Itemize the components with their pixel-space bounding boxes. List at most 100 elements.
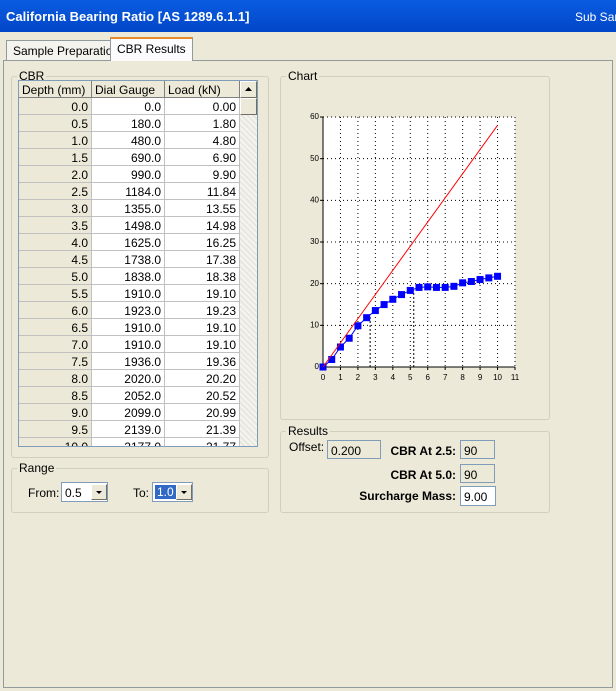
- table-cell[interactable]: 20.99: [165, 404, 240, 421]
- table-cell[interactable]: 7.5: [19, 353, 92, 370]
- to-label: To:: [133, 486, 150, 500]
- table-cell[interactable]: 5.0: [19, 268, 92, 285]
- table-cell[interactable]: 1625.0: [92, 234, 165, 251]
- y-tick-label: 10: [310, 320, 319, 329]
- data-point: [328, 356, 336, 363]
- table-cell[interactable]: 16.25: [165, 234, 240, 251]
- scrollbar[interactable]: [240, 81, 257, 446]
- x-tick-label: 8: [460, 373, 465, 382]
- table-cell[interactable]: 0.5: [19, 115, 92, 132]
- offset-field: 0.200: [327, 440, 381, 459]
- table-cell[interactable]: 19.10: [165, 336, 240, 353]
- table-cell[interactable]: 1936.0: [92, 353, 165, 370]
- table-cell[interactable]: 1498.0: [92, 217, 165, 234]
- table-cell[interactable]: 2139.0: [92, 421, 165, 438]
- tab-active[interactable]: CBR Results: [110, 37, 193, 61]
- table-cell[interactable]: 1910.0: [92, 319, 165, 336]
- table-cell[interactable]: 0.00: [165, 98, 240, 115]
- table-cell[interactable]: 20.52: [165, 387, 240, 404]
- table-cell[interactable]: 19.36: [165, 353, 240, 370]
- table-cell[interactable]: 4.5: [19, 251, 92, 268]
- table-cell[interactable]: 2099.0: [92, 404, 165, 421]
- table-cell[interactable]: 1838.0: [92, 268, 165, 285]
- table-cell[interactable]: 4.80: [165, 132, 240, 149]
- table-cell[interactable]: 19.23: [165, 302, 240, 319]
- arrow-icon: [245, 87, 252, 91]
- table-cell[interactable]: 20.20: [165, 370, 240, 387]
- table-cell[interactable]: 6.90: [165, 149, 240, 166]
- table-cell[interactable]: 19.10: [165, 285, 240, 302]
- table-cell[interactable]: 14.98: [165, 217, 240, 234]
- column-header[interactable]: Depth (mm): [19, 81, 92, 98]
- column-header[interactable]: Dial Gauge: [92, 81, 165, 98]
- table-cell[interactable]: 2052.0: [92, 387, 165, 404]
- table-cell[interactable]: 21.39: [165, 421, 240, 438]
- offset-label: Offset:: [289, 440, 325, 454]
- data-point: [467, 278, 475, 285]
- table-cell[interactable]: 10.0: [19, 438, 92, 446]
- dropdown-button[interactable]: [176, 484, 192, 500]
- table-cell[interactable]: 180.0: [92, 115, 165, 132]
- table-cell[interactable]: 1.5: [19, 149, 92, 166]
- table-cell[interactable]: 0.0: [19, 98, 92, 115]
- surcharge-label: Surcharge Mass:: [359, 489, 456, 503]
- table-cell[interactable]: 2020.0: [92, 370, 165, 387]
- dropdown-button[interactable]: [91, 484, 107, 500]
- x-tick-label: 5: [408, 373, 413, 382]
- data-grid[interactable]: Depth (mm) Dial Gauge Load (kN) 0.0 0.0 0.00 0…: [18, 80, 258, 447]
- table-cell[interactable]: 1738.0: [92, 251, 165, 268]
- table-cell[interactable]: 2177.0: [92, 438, 165, 446]
- cbr25-label: CBR At 2.5:: [390, 444, 456, 458]
- cbr50-field: 90: [460, 464, 495, 483]
- table-cell[interactable]: 690.0: [92, 149, 165, 166]
- table-cell[interactable]: 7.0: [19, 336, 92, 353]
- table-cell[interactable]: 0.0: [92, 98, 165, 115]
- data-point: [441, 283, 449, 291]
- scroll-up[interactable]: [240, 81, 257, 98]
- table-cell[interactable]: 1355.0: [92, 200, 165, 217]
- x-tick-label: 7: [443, 373, 448, 382]
- table-cell[interactable]: 1923.0: [92, 302, 165, 319]
- table-cell[interactable]: 2.0: [19, 166, 92, 183]
- table-cell[interactable]: 6.0: [19, 302, 92, 319]
- table-cell[interactable]: 5.5: [19, 285, 92, 302]
- table-cell[interactable]: 8.0: [19, 370, 92, 387]
- table-cell[interactable]: 18.38: [165, 268, 240, 285]
- table-cell[interactable]: 1.80: [165, 115, 240, 132]
- table-cell[interactable]: 3.5: [19, 217, 92, 234]
- scroll-thumb[interactable]: [240, 98, 257, 115]
- data-point: [345, 334, 353, 342]
- table-cell[interactable]: 6.5: [19, 319, 92, 336]
- table-cell[interactable]: 17.38: [165, 251, 240, 268]
- table-cell[interactable]: 13.55: [165, 200, 240, 217]
- table-cell[interactable]: 8.5: [19, 387, 92, 404]
- table-cell[interactable]: 480.0: [92, 132, 165, 149]
- table-cell[interactable]: 1184.0: [92, 183, 165, 200]
- table-cell[interactable]: 21.77: [165, 438, 240, 446]
- table-cell[interactable]: 1910.0: [92, 336, 165, 353]
- table-cell[interactable]: 4.0: [19, 234, 92, 251]
- table-cell[interactable]: 1910.0: [92, 285, 165, 302]
- series-line: [322, 125, 498, 368]
- data-point: [363, 314, 371, 322]
- y-tick-label: 20: [310, 279, 319, 288]
- x-tick-label: 4: [391, 373, 396, 382]
- table-cell[interactable]: 11.84: [165, 183, 240, 200]
- group-title: Range: [17, 461, 57, 475]
- cbr25-value: 90: [464, 444, 478, 458]
- table-cell[interactable]: 1.0: [19, 132, 92, 149]
- table-cell[interactable]: 19.10: [165, 319, 240, 336]
- table-cell[interactable]: 990.0: [92, 166, 165, 183]
- data-point: [398, 291, 406, 299]
- table-cell[interactable]: 3.0: [19, 200, 92, 217]
- table-cell[interactable]: 9.5: [19, 421, 92, 438]
- table-cell[interactable]: 9.0: [19, 404, 92, 421]
- table-cell[interactable]: 9.90: [165, 166, 240, 183]
- surcharge-field[interactable]: 9.00: [460, 486, 496, 506]
- x-tick-label: 9: [478, 373, 483, 382]
- column-header[interactable]: Load (kN): [165, 81, 240, 98]
- tab[interactable]: Sample Preparation: [6, 40, 127, 60]
- table-cell[interactable]: 2.5: [19, 183, 92, 200]
- group-title: Chart: [286, 69, 320, 83]
